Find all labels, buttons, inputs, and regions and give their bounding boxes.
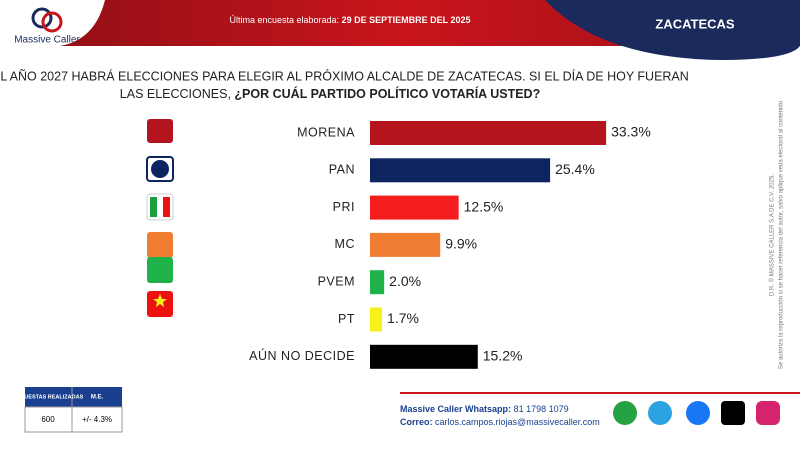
question-lead: LAS ELECCIONES, [120, 87, 231, 101]
category-label: MORENA [297, 125, 355, 139]
party-logo-detail [150, 197, 157, 217]
value-label: 15.2% [483, 348, 523, 364]
party-logo [147, 257, 173, 283]
value-label: 12.5% [464, 198, 504, 214]
bar [370, 121, 607, 145]
whatsapp-line: Massive Caller Whatsapp: 81 1798 1079 [400, 404, 569, 414]
table-body [24, 406, 123, 433]
whatsapp-icon[interactable] [613, 401, 637, 425]
table-header-text: ENCUESTAS REALIZADAS [13, 394, 84, 400]
category-label: AÚN NO DECIDE [249, 348, 355, 363]
value-label: 33.3% [611, 124, 651, 140]
table-header [25, 387, 122, 407]
bar [370, 232, 441, 257]
value-label: 25.4% [555, 161, 595, 177]
legal-line1: D.R. © MASSIVE CALLER S.A DE C.V. 2025. [769, 174, 776, 296]
bar [370, 270, 385, 295]
facebook-icon[interactable] [686, 401, 710, 425]
bar [370, 307, 383, 332]
logo-ring [41, 11, 63, 33]
email: carlos.campos.riojas@massivecaller.com [435, 417, 600, 427]
bar [370, 195, 459, 220]
bar [370, 158, 551, 183]
category-label: PVEM [318, 274, 355, 288]
date-label: Última encuesta elaborada: [230, 15, 340, 25]
value-label: 9.9% [445, 236, 477, 252]
telegram-icon[interactable] [648, 401, 672, 425]
social-icons [613, 401, 780, 425]
table-cell: +/- 4.3% [82, 415, 112, 424]
state: ZACATECAS [655, 16, 735, 31]
category-label: PT [338, 312, 355, 326]
value-label: 2.0% [389, 273, 421, 289]
party-logo-detail [163, 197, 170, 217]
x-icon[interactable] [721, 401, 745, 425]
question-bold: ¿POR CUÁL PARTIDO POLÍTICO VOTARÍA USTED… [234, 86, 540, 101]
email-line: Correo: carlos.campos.riojas@massivecall… [400, 417, 600, 427]
instagram-icon[interactable] [756, 401, 780, 425]
party-logo [147, 232, 173, 258]
party-logo [147, 119, 173, 143]
email-label: Correo: [400, 417, 433, 427]
category-label: MC [335, 237, 355, 251]
category-label: PRI [333, 200, 355, 214]
question-line2: LAS ELECCIONES, ¿POR CUÁL PARTIDO POLÍTI… [120, 86, 540, 101]
value-label: 1.7% [387, 310, 419, 326]
logo-area [0, 0, 105, 46]
whatsapp: 81 1798 1079 [514, 404, 569, 414]
table-cell: 600 [41, 415, 55, 424]
legal-line2: Se autoriza la reproducción si se hacer … [779, 100, 785, 369]
date-line: Última encuesta elaborada: 29 DE SEPTIEM… [230, 15, 471, 25]
brand: Massive Caller [14, 35, 80, 46]
bar [370, 344, 478, 369]
whatsapp-label: Massive Caller Whatsapp: [400, 404, 511, 414]
date: 29 DE SEPTIEMBRE DEL 2025 [342, 15, 471, 25]
logo-ring [31, 7, 53, 29]
summary-table: ENCUESTAS REALIZADAS M.E. 600 +/- 4.3% [13, 387, 123, 433]
party-logo-detail [151, 160, 169, 178]
party-logo-detail [153, 294, 167, 307]
category-label: PAN [329, 163, 355, 177]
logo: Massive Caller [14, 7, 80, 46]
table-header-text: M.E. [91, 395, 104, 401]
question-line1: EN EL AÑO 2027 HABRÁ ELECCIONES PARA ELE… [0, 68, 689, 83]
state-badge [545, 0, 800, 60]
party-logos [146, 119, 174, 317]
